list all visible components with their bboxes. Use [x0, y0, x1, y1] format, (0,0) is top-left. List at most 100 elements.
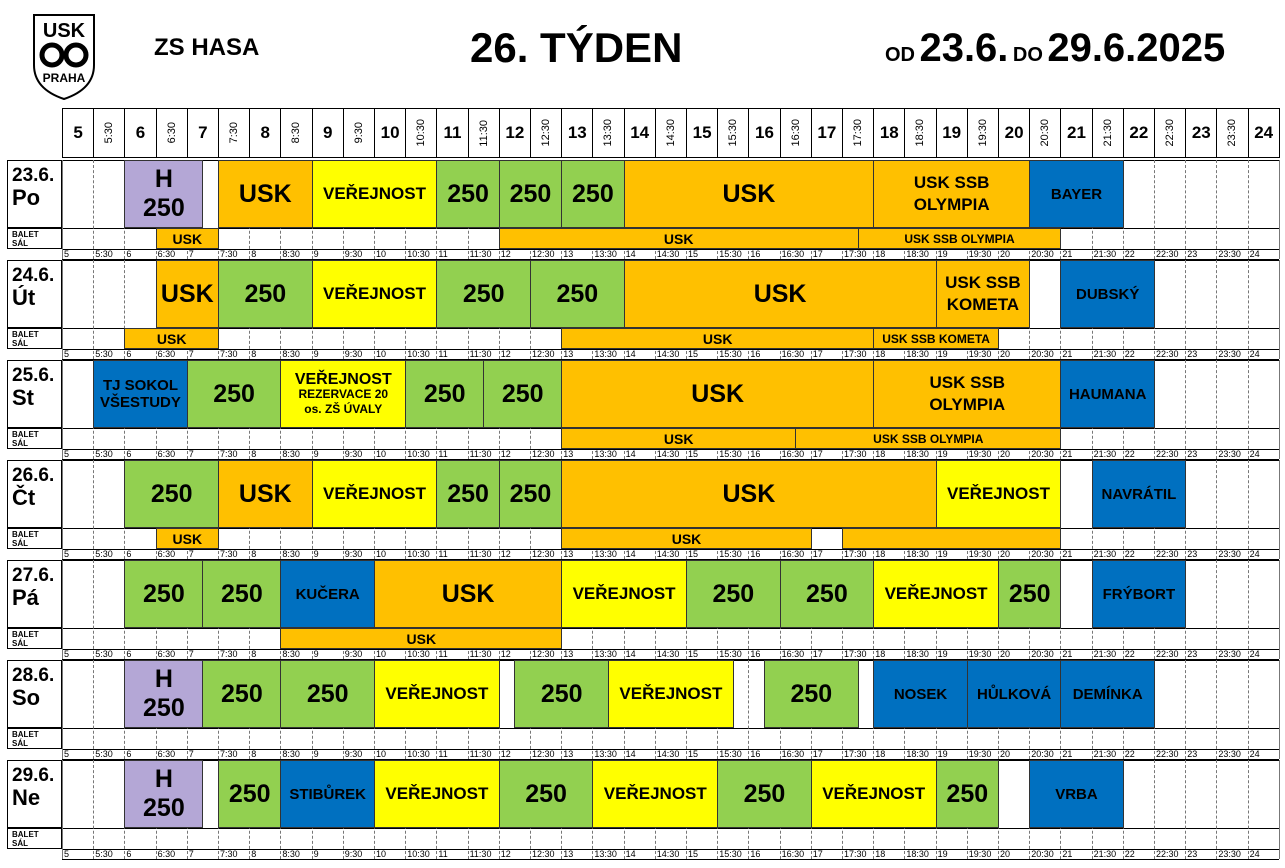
ice-booking-green[interactable]: 250: [186, 360, 282, 428]
ice-booking-orange[interactable]: USK: [623, 260, 937, 328]
time-scale-label: 19: [937, 449, 948, 459]
ice-booking-blue[interactable]: DUBSKÝ: [1060, 260, 1155, 328]
grid-line: [1278, 160, 1280, 259]
booking-text: DEMÍNKA: [1072, 685, 1143, 703]
ice-booking-purple[interactable]: H 250: [124, 160, 204, 228]
ice-booking-green[interactable]: 250: [514, 660, 609, 728]
ice-booking-green[interactable]: 250: [498, 460, 563, 528]
ice-booking-yellow[interactable]: VEŘEJNOST: [311, 160, 438, 228]
balet-booking[interactable]: USK: [561, 428, 797, 449]
ice-booking-blue[interactable]: STIBŮREK: [280, 760, 375, 828]
ice-booking-green[interactable]: 250: [436, 160, 500, 228]
booking-text: VEŘEJNOST: [947, 484, 1050, 503]
balet-booking[interactable]: USK: [124, 328, 219, 349]
ice-booking-yellow[interactable]: VEŘEJNOST: [873, 560, 999, 628]
time-header-cell: 20:30: [1029, 108, 1062, 158]
ice-booking-orange[interactable]: USK SSB OLYMPIA: [873, 160, 1031, 228]
ice-booking-yellow[interactable]: VEŘEJNOST: [592, 760, 719, 828]
balet-booking[interactable]: USK SSB OLYMPIA: [795, 428, 1062, 449]
ice-booking-green[interactable]: 250: [998, 560, 1062, 628]
ice-booking-blue[interactable]: BAYER: [1029, 160, 1124, 228]
booking-text: USK: [160, 279, 214, 308]
ice-booking-purple[interactable]: H 250: [124, 660, 204, 728]
ice-booking-yellow[interactable]: VEŘEJNOST REZERVACE 20 os. ZŠ ÚVALY: [280, 360, 407, 428]
time-scale-label: 17:30: [844, 249, 867, 259]
ice-booking-green[interactable]: 250: [498, 160, 563, 228]
balet-booking[interactable]: USK: [155, 228, 219, 249]
time-scale-label: 7:30: [220, 449, 238, 459]
time-scale-label: 6: [126, 749, 132, 759]
ice-booking-green[interactable]: 250: [436, 260, 531, 328]
ice-booking-blue[interactable]: NAVRÁTIL: [1091, 460, 1187, 528]
time-scale-label: 5:30: [95, 749, 113, 759]
ice-booking-blue[interactable]: NOSEK: [873, 660, 968, 728]
ice-booking-orange[interactable]: USK: [561, 360, 875, 428]
ice-booking-orange[interactable]: USK: [374, 560, 563, 628]
time-scale-label: 8: [251, 449, 257, 459]
ice-booking-yellow[interactable]: VEŘEJNOST: [374, 760, 500, 828]
ice-booking-blue[interactable]: TJ SOKOL VŠESTUDY: [93, 360, 188, 428]
ice-booking-yellow[interactable]: VEŘEJNOST: [311, 260, 438, 328]
ice-booking-green[interactable]: 250: [935, 760, 999, 828]
ice-booking-green[interactable]: 250: [202, 660, 282, 728]
balet-booking[interactable]: USK: [155, 528, 219, 549]
ice-booking-blue[interactable]: HAUMANA: [1060, 360, 1155, 428]
ice-booking-green[interactable]: 250: [498, 760, 594, 828]
ice-booking-green[interactable]: 250: [202, 560, 282, 628]
ice-booking-green[interactable]: 250: [124, 560, 204, 628]
ice-booking-green[interactable]: 250: [717, 760, 812, 828]
time-scale-label: 9: [313, 649, 319, 659]
time-header-cell: 15: [686, 108, 719, 158]
ice-booking-orange[interactable]: USK: [155, 260, 219, 328]
time-header-cell: 9: [311, 108, 344, 158]
ice-booking-green[interactable]: 250: [764, 660, 859, 728]
ice-booking-blue[interactable]: DEMÍNKA: [1060, 660, 1155, 728]
balet-booking[interactable]: USK: [280, 628, 563, 649]
ice-booking-orange[interactable]: USK SSB OLYMPIA: [873, 360, 1062, 428]
ice-booking-blue[interactable]: FRÝBORT: [1091, 560, 1187, 628]
ice-booking-orange[interactable]: USK: [218, 160, 313, 228]
ice-booking-yellow[interactable]: VEŘEJNOST: [311, 460, 438, 528]
ice-booking-green[interactable]: 250: [405, 360, 485, 428]
ice-booking-green[interactable]: 250: [218, 760, 282, 828]
ice-booking-green[interactable]: 250: [530, 260, 625, 328]
time-scale-label: 19: [937, 849, 948, 859]
time-scale-label: 16: [750, 649, 761, 659]
balet-booking[interactable]: USK SSB OLYMPIA: [857, 228, 1062, 249]
time-scale-label: 14: [625, 749, 636, 759]
balet-booking[interactable]: USK: [498, 228, 859, 249]
row-divider: [62, 249, 1279, 250]
ice-booking-green[interactable]: 250: [218, 260, 313, 328]
ice-booking-yellow[interactable]: VEŘEJNOST: [608, 660, 734, 728]
ice-booking-orange[interactable]: USK SSB KOMETA: [935, 260, 1031, 328]
balet-booking[interactable]: USK SSB KOMETA: [873, 328, 999, 349]
ice-booking-green[interactable]: 250: [483, 360, 563, 428]
ice-booking-orange[interactable]: USK: [623, 160, 875, 228]
booking-text: USK SSB: [913, 173, 990, 192]
ice-booking-green[interactable]: 250: [686, 560, 781, 628]
balet-booking[interactable]: USK: [561, 528, 812, 549]
ice-booking-green[interactable]: 250: [779, 560, 875, 628]
ice-booking-yellow[interactable]: VEŘEJNOST: [374, 660, 500, 728]
time-scale-label: 11:30: [469, 649, 492, 659]
balet-booking[interactable]: USK: [561, 328, 875, 349]
ice-booking-yellow[interactable]: VEŘEJNOST: [561, 560, 687, 628]
ice-booking-orange[interactable]: USK: [218, 460, 313, 528]
ice-booking-yellow[interactable]: VEŘEJNOST: [810, 760, 937, 828]
day-name: Čt: [12, 485, 36, 510]
ice-booking-yellow[interactable]: VEŘEJNOST: [935, 460, 1062, 528]
ice-booking-purple[interactable]: H 250: [124, 760, 204, 828]
ice-booking-orange[interactable]: USK: [561, 460, 937, 528]
time-scale-label: 5: [64, 549, 70, 559]
time-scale-label: 14:30: [656, 549, 680, 559]
ice-booking-blue[interactable]: HŮLKOVÁ: [966, 660, 1062, 728]
ice-booking-blue[interactable]: VRBA: [1029, 760, 1124, 828]
ice-booking-green[interactable]: 250: [124, 460, 219, 528]
grid-line: [1278, 360, 1280, 459]
ice-booking-green[interactable]: 250: [280, 660, 375, 728]
ice-booking-blue[interactable]: KUČERA: [280, 560, 375, 628]
balet-booking[interactable]: [842, 528, 1062, 549]
ice-booking-green[interactable]: 250: [436, 460, 500, 528]
time-scale-label: 6:30: [157, 549, 176, 559]
ice-booking-green[interactable]: 250: [561, 160, 625, 228]
